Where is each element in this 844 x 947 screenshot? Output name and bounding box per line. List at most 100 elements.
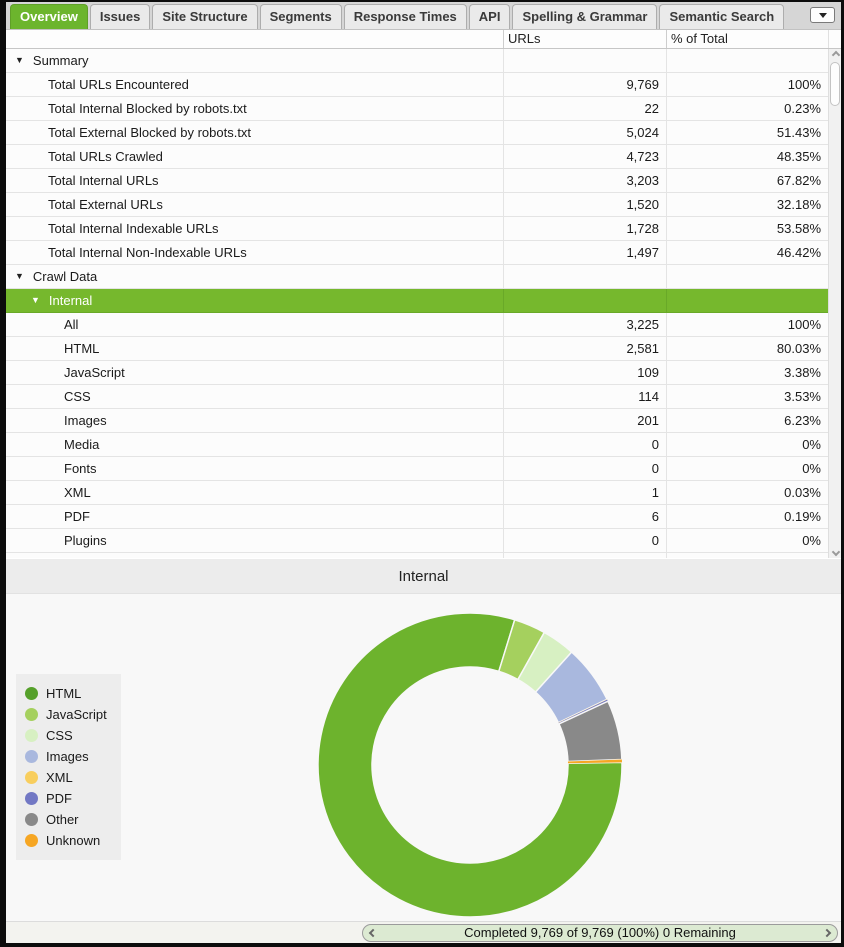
row-pct-value: 0% [666, 529, 828, 552]
table-row[interactable]: HTML 2,581 80.03% [6, 337, 828, 361]
table-row[interactable]: Total URLs Encountered 9,769 100% [6, 73, 828, 97]
row-label-cell: Fonts [6, 457, 503, 480]
row-label-cell: Total Internal Indexable URLs [6, 217, 503, 240]
table-row[interactable]: Total External URLs 1,520 32.18% [6, 193, 828, 217]
chevron-down-icon [818, 12, 827, 18]
table-row[interactable]: All 3,225 100% [6, 313, 828, 337]
row-label: Plugins [64, 533, 107, 548]
row-label: Total Internal URLs [48, 173, 159, 188]
expand-collapse-icon[interactable]: ▼ [15, 270, 24, 281]
row-urls-value: 22 [503, 97, 666, 120]
expand-collapse-icon[interactable]: ▼ [15, 54, 24, 65]
legend-color-dot [25, 687, 38, 700]
row-pct-value: 100% [666, 313, 828, 336]
table-row[interactable]: Total URLs Crawled 4,723 48.35% [6, 145, 828, 169]
table-row[interactable]: Total External Blocked by robots.txt 5,02… [6, 121, 828, 145]
tab-spelling-grammar[interactable]: Spelling & Grammar [512, 4, 658, 29]
tab-overflow-dropdown-button[interactable] [810, 7, 835, 23]
chart-legend: HTML JavaScript CSS Images XML PDF Other Unknow… [16, 674, 121, 860]
legend-item-unknown: Unknown [25, 830, 107, 851]
row-pct-value: 67.82% [666, 169, 828, 192]
table-row[interactable]: Plugins 0 0% [6, 529, 828, 553]
row-label: Total URLs Encountered [48, 77, 189, 92]
table-row[interactable]: ▼ Internal [6, 289, 828, 313]
scrollbar-thumb[interactable] [830, 62, 840, 106]
row-label-cell: Total URLs Encountered [6, 73, 503, 96]
column-header-urls[interactable]: URLs [503, 30, 666, 48]
chevron-down-icon [831, 547, 840, 557]
legend-label: PDF [46, 791, 72, 806]
row-urls-value: 0 [503, 529, 666, 552]
row-urls-value: 5,024 [503, 121, 666, 144]
column-header-pct[interactable]: % of Total [666, 30, 828, 48]
status-bar: Completed 9,769 of 9,769 (100%) 0 Remain… [6, 921, 841, 943]
donut-slice-images[interactable] [534, 650, 609, 724]
tab-overview[interactable]: Overview [10, 4, 88, 29]
row-label-cell: All [6, 313, 503, 336]
scroll-up-button[interactable] [831, 50, 840, 60]
vertical-scrollbar[interactable] [828, 49, 841, 558]
row-pct-value: 6.23% [666, 409, 828, 432]
legend-color-dot [25, 771, 38, 784]
progress-prev-button[interactable] [363, 928, 383, 938]
row-label: HTML [64, 341, 100, 356]
table-row[interactable]: PDF 6 0.19% [6, 505, 828, 529]
table-row[interactable]: Media 0 0% [6, 433, 828, 457]
donut-slice-unknown[interactable] [567, 759, 622, 764]
overview-table: URLs % of Total ▼ Summary Total URLs Encou… [6, 30, 841, 558]
row-label-cell: HTML [6, 337, 503, 360]
expand-collapse-icon[interactable]: ▼ [31, 294, 40, 305]
row-label-cell: Total External URLs [6, 193, 503, 216]
row-urls-value: 6 [503, 505, 666, 528]
legend-label: Other [46, 812, 79, 827]
donut-slice-xml[interactable] [558, 699, 608, 723]
row-label-cell: CSS [6, 385, 503, 408]
legend-color-dot [25, 750, 38, 763]
table-row[interactable]: ▼ Summary [6, 49, 828, 73]
progress-next-button[interactable] [817, 928, 837, 938]
donut-chart [317, 612, 623, 918]
row-label: All [64, 317, 79, 332]
row-urls-value: 3,225 [503, 313, 666, 336]
table-row[interactable]: Total Internal Blocked by robots.txt 22 0.… [6, 97, 828, 121]
table-row[interactable]: Images 201 6.23% [6, 409, 828, 433]
table-row[interactable]: Total Internal URLs 3,203 67.82% [6, 169, 828, 193]
legend-color-dot [25, 708, 38, 721]
row-pct-value: 3.53% [666, 385, 828, 408]
tab-api[interactable]: API [468, 4, 511, 29]
column-header-name[interactable] [6, 30, 503, 48]
row-urls-value: 1,728 [503, 217, 666, 240]
donut-slice-html[interactable] [317, 612, 623, 918]
table-row[interactable] [6, 553, 828, 558]
row-pct-value: 0.23% [666, 97, 828, 120]
scroll-down-button[interactable] [831, 547, 840, 557]
progress-text: Completed 9,769 of 9,769 (100%) 0 Remain… [464, 924, 736, 940]
legend-label: HTML [46, 686, 82, 701]
table-row[interactable]: Fonts 0 0% [6, 457, 828, 481]
row-label: Images [64, 413, 107, 428]
row-label: XML [64, 485, 91, 500]
tab-segments[interactable]: Segments [259, 4, 342, 29]
row-urls-value [503, 553, 666, 558]
table-row[interactable]: CSS 114 3.53% [6, 385, 828, 409]
tab-response-times[interactable]: Response Times [343, 4, 467, 29]
legend-label: Unknown [46, 833, 101, 848]
tab-semantic-search[interactable]: Semantic Search [659, 4, 785, 29]
table-row[interactable]: JavaScript 109 3.38% [6, 361, 828, 385]
table-header-row: URLs % of Total [6, 30, 841, 49]
legend-label: JavaScript [46, 707, 107, 722]
table-row[interactable]: XML 1 0.03% [6, 481, 828, 505]
legend-item-html: HTML [25, 683, 107, 704]
table-row[interactable]: Total Internal Non-Indexable URLs 1,497 46… [6, 241, 828, 265]
table-row[interactable]: Total Internal Indexable URLs 1,728 53.58% [6, 217, 828, 241]
row-pct-value: 53.58% [666, 217, 828, 240]
table-row[interactable]: ▼ Crawl Data [6, 265, 828, 289]
row-label-cell: XML [6, 481, 503, 504]
row-label: Internal [48, 293, 93, 308]
legend-color-dot [25, 813, 38, 826]
tab-issues[interactable]: Issues [89, 4, 151, 29]
row-label: Total Internal Blocked by robots.txt [48, 101, 247, 116]
row-label: Total External Blocked by robots.txt [48, 125, 252, 140]
tab-site-structure[interactable]: Site Structure [152, 4, 258, 29]
row-pct-value: 32.18% [666, 193, 828, 216]
